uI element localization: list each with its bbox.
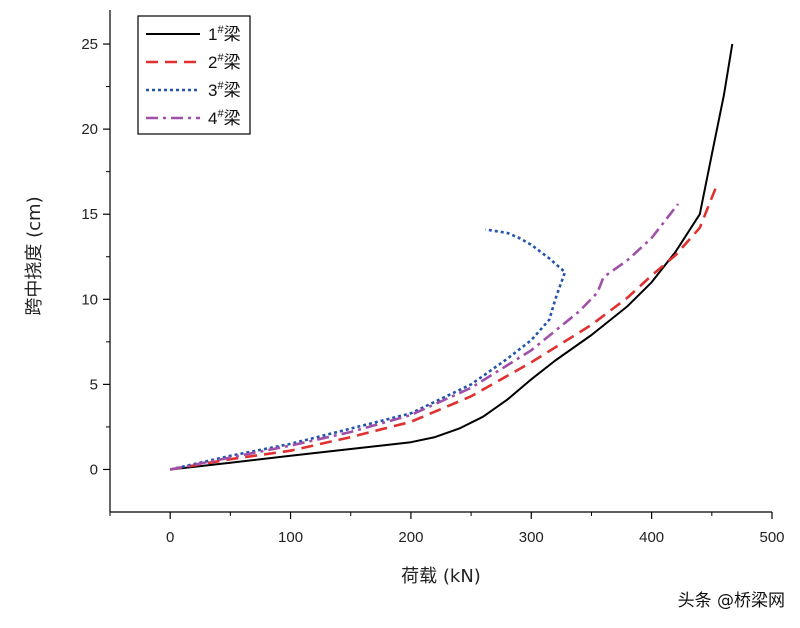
series-line-2 bbox=[169, 188, 717, 471]
legend-label-3: 3#梁 bbox=[208, 80, 241, 100]
legend-box bbox=[137, 15, 251, 135]
y-tick-label: 10 bbox=[81, 291, 98, 308]
series-layer bbox=[169, 43, 734, 471]
x-tick-label: 400 bbox=[639, 529, 664, 546]
x-axis: 0 100 200 300 400 500 bbox=[109, 512, 785, 546]
x-axis-title: 荷载 (kN) bbox=[401, 566, 481, 587]
series-line-1 bbox=[170, 43, 734, 471]
legend-label-4: 4#梁 bbox=[208, 108, 241, 128]
y-tick-label: 5 bbox=[90, 376, 98, 393]
y-axis: 0 5 10 15 20 25 bbox=[81, 36, 110, 478]
y-axis-title: 跨中挠度 (cm) bbox=[24, 196, 45, 315]
watermark-text: 头条 @桥梁网 bbox=[678, 591, 785, 611]
x-tick-label: 100 bbox=[278, 529, 303, 546]
y-tick-label: 20 bbox=[81, 121, 98, 138]
x-tick-label: 300 bbox=[519, 529, 544, 546]
x-tick-label: 0 bbox=[166, 529, 174, 546]
y-tick-label: 15 bbox=[81, 206, 98, 223]
series-line-4 bbox=[169, 203, 680, 471]
watermark: 头条 @桥梁网 bbox=[678, 591, 785, 611]
legend: 1#梁 2#梁 3#梁 4#梁 bbox=[137, 15, 251, 135]
x-tick-label: 500 bbox=[759, 529, 784, 546]
y-tick-label: 25 bbox=[81, 36, 98, 53]
legend-label-2: 2#梁 bbox=[208, 52, 241, 72]
legend-label-1: 1#梁 bbox=[208, 24, 241, 44]
series-line-3 bbox=[169, 228, 567, 471]
x-tick-label: 200 bbox=[398, 529, 423, 546]
plot-frame bbox=[109, 10, 772, 513]
y-tick-label: 0 bbox=[90, 461, 98, 478]
